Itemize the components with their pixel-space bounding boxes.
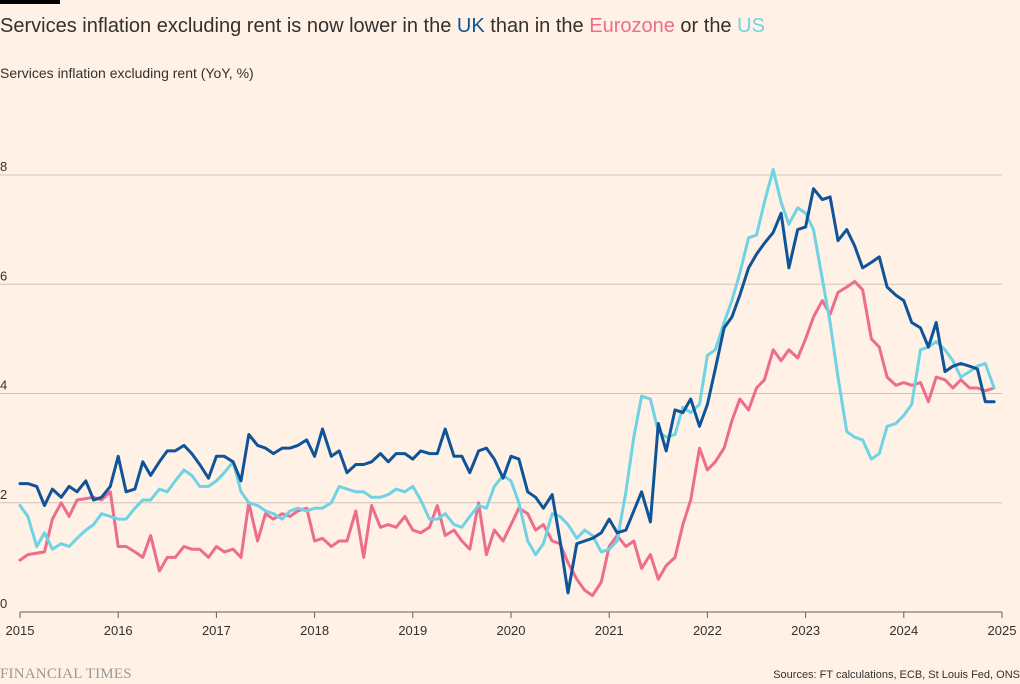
- title-highlight-us: US: [737, 15, 765, 37]
- y-tick-label-4: 4: [0, 378, 7, 393]
- x-tick-label-2017: 2017: [202, 623, 231, 638]
- x-tick-label-2016: 2016: [104, 623, 133, 638]
- x-axis: 2015 2016 2017 2018 2019 2020 2021 2022 2023 2024…: [6, 611, 1017, 638]
- gridlines: [0, 174, 1002, 504]
- chart-title: Services inflation excluding rent is now…: [0, 15, 765, 38]
- title-highlight-eurozone: Eurozone: [589, 15, 675, 37]
- x-tick-label-2015: 2015: [6, 623, 35, 638]
- y-tick-label-6: 6: [0, 268, 7, 283]
- ft-brand-logo: FINANCIAL TIMES: [0, 666, 132, 682]
- x-tick-label-2021: 2021: [595, 623, 624, 638]
- x-tick-label-2023: 2023: [791, 623, 820, 638]
- series-line-uk: [18, 187, 996, 595]
- series-line-eurozone: [18, 280, 996, 598]
- series-line-us: [18, 168, 996, 557]
- y-tick-label-8: 8: [0, 159, 7, 174]
- y-axis-ticks: 0 2 4 6 8: [0, 159, 7, 611]
- x-tick-label-2025: 2025: [988, 623, 1017, 638]
- title-text-prefix: Services inflation excluding rent is now…: [0, 15, 457, 37]
- y-tick-label-2: 2: [0, 487, 7, 502]
- x-tick-label-2018: 2018: [300, 623, 329, 638]
- chart-subtitle: Services inflation excluding rent (YoY, …: [0, 65, 254, 81]
- x-tick-label-2020: 2020: [497, 623, 526, 638]
- ft-top-bar: [0, 0, 60, 4]
- y-tick-label-0: 0: [0, 596, 7, 611]
- x-tick-label-2019: 2019: [398, 623, 427, 638]
- title-text-mid: than in the: [484, 15, 590, 37]
- sources-note: Sources: FT calculations, ECB, St Louis …: [773, 669, 1020, 681]
- title-text-or: or the: [674, 15, 738, 37]
- series-lines: [18, 168, 996, 598]
- title-highlight-uk: UK: [456, 15, 485, 37]
- x-tick-label-2022: 2022: [693, 623, 722, 638]
- x-tick-label-2024: 2024: [889, 623, 918, 638]
